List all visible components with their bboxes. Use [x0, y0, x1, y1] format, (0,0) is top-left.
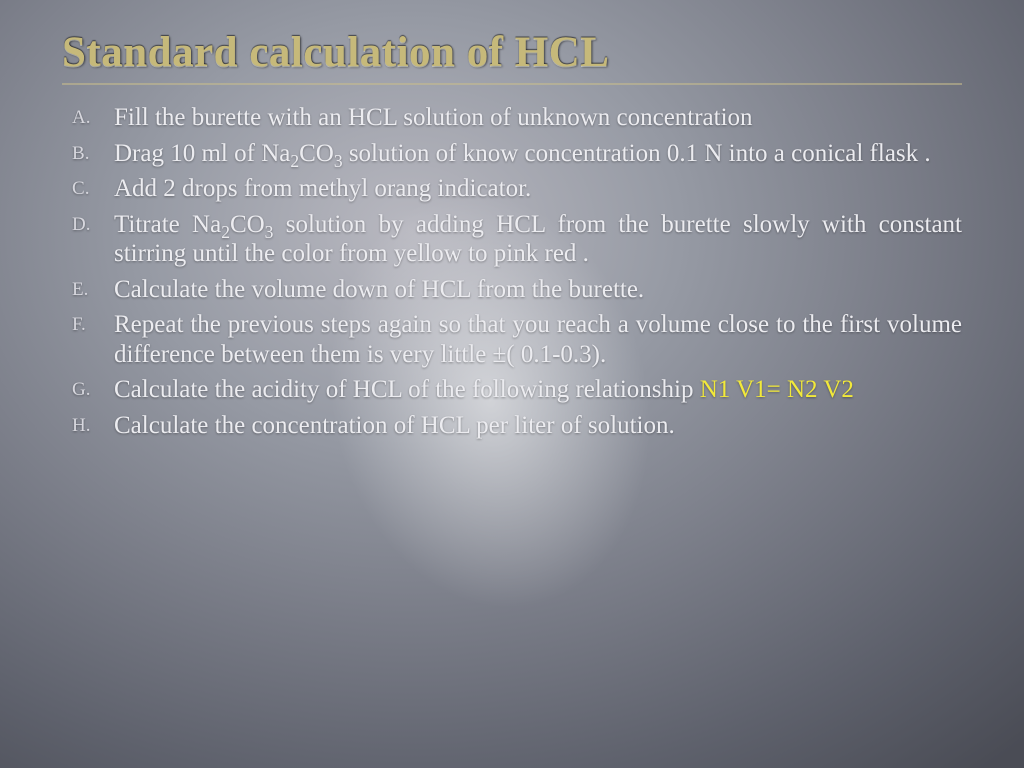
slide-container: Standard calculation of HCL Fill the bur…	[0, 0, 1024, 768]
step-text: Repeat the previous steps again so that …	[114, 311, 962, 368]
step-text: Fill the burette with an HCL solution of…	[114, 104, 753, 131]
step-h: Calculate the concentration of HCL per l…	[62, 411, 962, 441]
step-text-pre: Calculate the acidity of HCL of the foll…	[114, 376, 700, 403]
step-text: Add 2 drops from methyl orang indicator.	[114, 175, 531, 202]
formula-text: N1 V1= N2 V2	[700, 376, 854, 403]
step-text-pre: Drag 10 ml of Na	[114, 140, 290, 167]
subscript: 2	[221, 222, 230, 242]
steps-list: Fill the burette with an HCL solution of…	[62, 103, 962, 440]
step-a: Fill the burette with an HCL solution of…	[62, 103, 962, 133]
slide-title: Standard calculation of HCL	[62, 28, 962, 85]
subscript: 3	[334, 151, 343, 171]
step-d: Titrate Na2CO3 solution by adding HCL fr…	[62, 210, 962, 269]
step-text: Calculate the concentration of HCL per l…	[114, 412, 675, 439]
step-c: Add 2 drops from methyl orang indicator.	[62, 174, 962, 204]
step-text-mid: CO	[299, 140, 334, 167]
subscript: 2	[290, 151, 299, 171]
step-text-post: solution of know concentration 0.1 N int…	[343, 140, 931, 167]
step-f: Repeat the previous steps again so that …	[62, 310, 962, 369]
step-text-mid: CO	[230, 211, 265, 238]
step-e: Calculate the volume down of HCL from th…	[62, 275, 962, 305]
step-b: Drag 10 ml of Na2CO3 solution of know co…	[62, 139, 962, 169]
step-text-pre: Titrate Na	[114, 211, 221, 238]
step-text: Calculate the volume down of HCL from th…	[114, 276, 644, 303]
step-g: Calculate the acidity of HCL of the foll…	[62, 375, 962, 405]
